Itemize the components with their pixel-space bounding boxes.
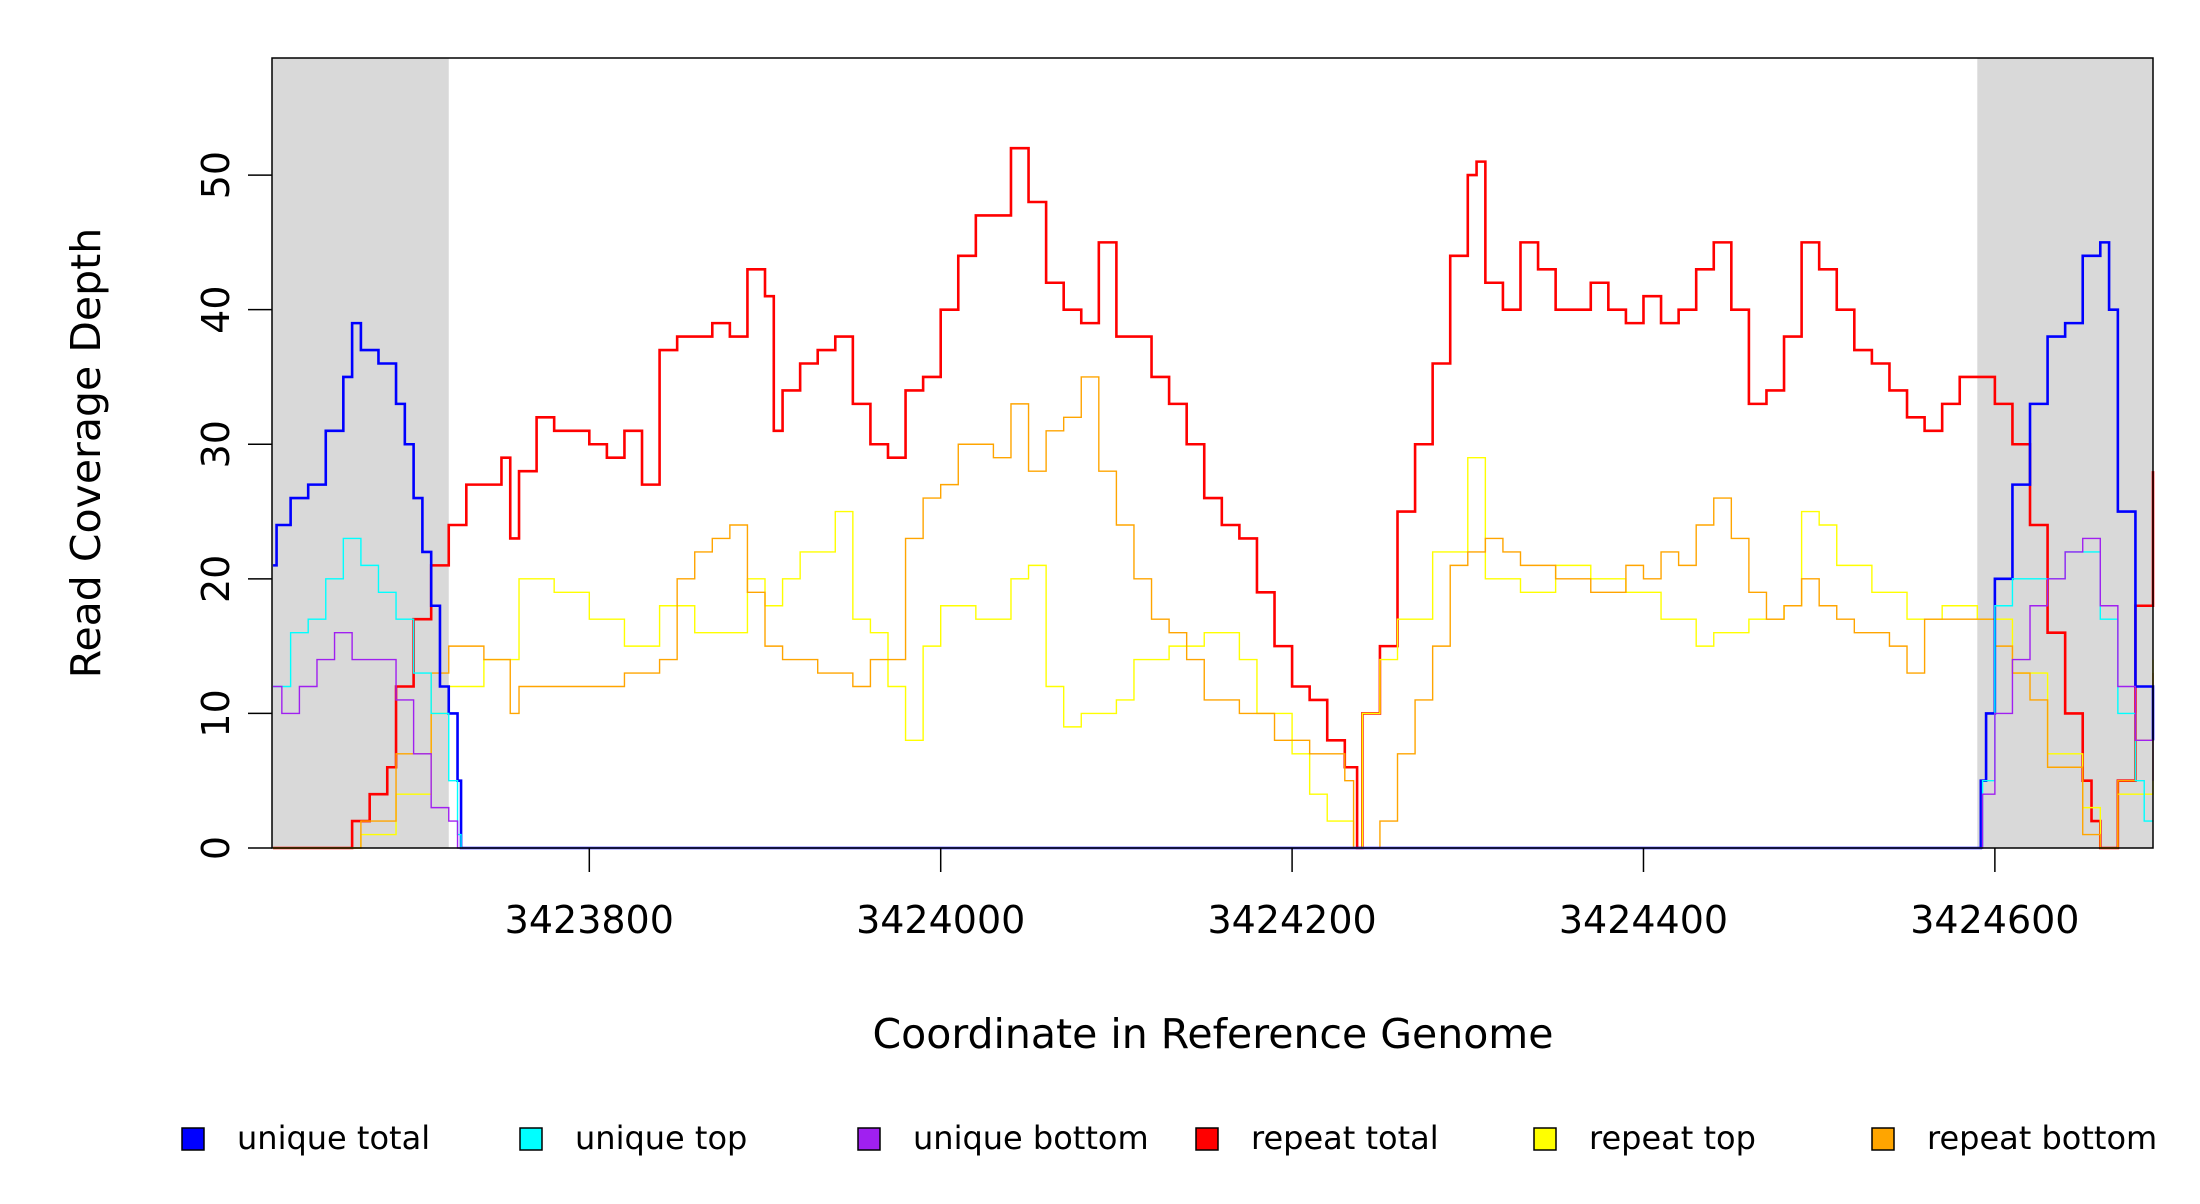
y-tick-label: 20 (194, 555, 238, 603)
legend-label: repeat bottom (1927, 1119, 2157, 1157)
legend-swatch (1195, 1127, 1219, 1151)
x-tick-label: 3424400 (1559, 898, 1728, 942)
x-tick-label: 3424600 (1910, 898, 2079, 942)
x-tick-label: 3424000 (856, 898, 1025, 942)
y-axis: 0 10 20 30 40 50 (194, 151, 272, 860)
y-tick-label: 0 (194, 836, 238, 860)
series-line-unique-top (273, 537, 2153, 849)
legend-label: unique total (237, 1119, 430, 1157)
series-line-unique-bottom (273, 537, 2154, 849)
legend-swatch (181, 1127, 205, 1151)
series-lines (273, 146, 2155, 850)
legend-item: repeat total (1195, 1119, 1439, 1157)
legend-label: unique bottom (913, 1119, 1149, 1157)
legend-swatch (1533, 1127, 1557, 1151)
shaded-region (272, 58, 449, 848)
legend-item: repeat top (1533, 1119, 1756, 1157)
x-axis-title: Coordinate in Reference Genome (873, 1010, 1554, 1058)
plot-frame (271, 57, 2154, 849)
legend-swatch (857, 1127, 881, 1151)
legend: unique total unique top unique bottom repea… (181, 1119, 2157, 1157)
legend-swatch (519, 1127, 543, 1151)
legend-item: unique bottom (857, 1119, 1149, 1157)
shaded-region (1977, 58, 2153, 848)
shaded-regions (272, 58, 2153, 848)
series-line-unique-total (273, 241, 2155, 850)
y-tick-label: 40 (194, 285, 238, 333)
series-line-repeat-top (273, 457, 2154, 849)
y-axis-title: Read Coverage Depth (62, 228, 110, 678)
series-line-repeat-bottom (273, 376, 2154, 849)
x-tick-label: 3424200 (1207, 898, 1376, 942)
x-tick-label: 3423800 (505, 898, 674, 942)
legend-item: unique total (181, 1119, 430, 1157)
series-line-repeat-total (273, 146, 2155, 850)
legend-item: unique top (519, 1119, 747, 1157)
y-tick-label: 50 (194, 151, 238, 199)
y-tick-label: 10 (194, 689, 238, 737)
legend-label: repeat total (1251, 1119, 1439, 1157)
y-tick-label: 30 (194, 420, 238, 468)
legend-swatch (1871, 1127, 1895, 1151)
x-axis: 3423800 3424000 3424200 3424400 3424600 (505, 848, 2079, 942)
legend-label: unique top (575, 1119, 747, 1157)
legend-label: repeat top (1589, 1119, 1756, 1157)
legend-item: repeat bottom (1871, 1119, 2157, 1157)
